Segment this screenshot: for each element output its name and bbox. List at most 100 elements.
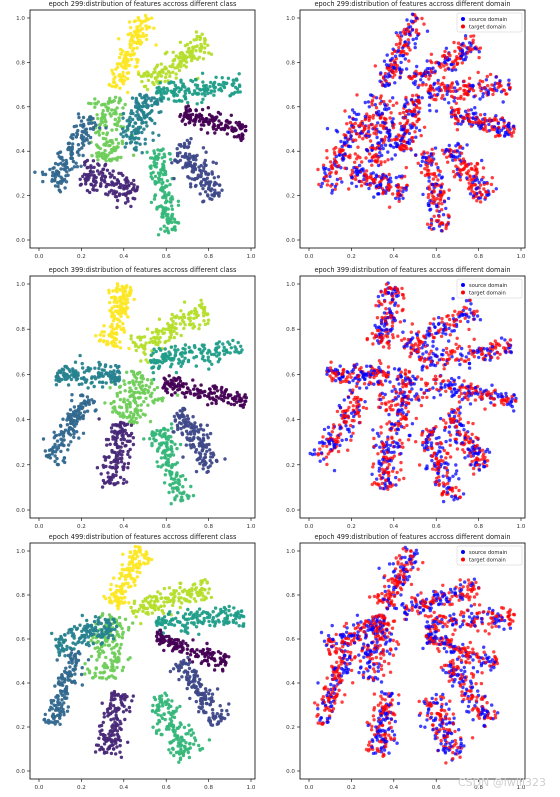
scatter-point [121, 322, 125, 326]
scatter-point [181, 117, 185, 122]
scatter-point [353, 160, 357, 164]
scatter-point [226, 340, 230, 344]
scatter-point [458, 319, 463, 324]
scatter-point [204, 445, 209, 449]
scatter-point [427, 352, 431, 356]
scatter-point [144, 37, 149, 42]
scatter-point [127, 346, 131, 351]
scatter-point [144, 383, 148, 388]
scatter-point [121, 116, 125, 120]
scatter-point [461, 58, 466, 62]
scatter-point [149, 381, 153, 386]
scatter-point [435, 87, 439, 91]
scatter-point [154, 161, 159, 166]
scatter-point [193, 421, 197, 425]
scatter-point [186, 145, 191, 149]
scatter-point [184, 429, 189, 433]
scatter-point [133, 148, 138, 152]
scatter-point [43, 172, 48, 177]
scatter-point [478, 79, 482, 83]
scatter-point [396, 191, 401, 195]
scatter-point [112, 400, 116, 404]
scatter-point [214, 350, 219, 354]
scatter-point [191, 378, 195, 382]
scatter-point [482, 180, 486, 185]
scatter-point [431, 177, 436, 181]
scatter-point [121, 111, 126, 116]
y-tick-label: 0.2 [16, 463, 25, 469]
scatter-point [404, 95, 408, 100]
scatter-point [142, 350, 146, 355]
scatter-point [173, 348, 177, 352]
scatter-point [68, 427, 72, 431]
scatter-point [87, 402, 92, 406]
scatter-point [326, 179, 330, 183]
scatter-point [402, 345, 406, 349]
scatter-point [472, 95, 476, 99]
scatter-point [184, 152, 188, 156]
scatter-point [218, 112, 223, 116]
scatter-point [162, 86, 166, 90]
scatter-point [130, 130, 134, 135]
scatter-point [495, 127, 499, 131]
scatter-point [416, 85, 420, 90]
scatter-point [195, 313, 199, 317]
scatter-point [455, 346, 460, 351]
scatter-point [184, 107, 188, 111]
scatter-point [478, 97, 482, 101]
scatter-point [451, 60, 455, 64]
scatter-point [426, 70, 430, 75]
scatter-point [174, 99, 179, 104]
scatter-point [115, 369, 120, 374]
y-tick-label: 0.2 [16, 194, 25, 200]
scatter-point [465, 113, 469, 117]
scatter-point [404, 67, 409, 71]
scatter-point [108, 96, 112, 101]
scatter-point [200, 107, 205, 112]
scatter-point [397, 174, 402, 179]
scatter-point [174, 326, 178, 331]
scatter-point [95, 188, 99, 192]
scatter-point [145, 74, 149, 78]
scatter-point [475, 309, 479, 313]
scatter-point [138, 93, 142, 98]
scatter-point [206, 358, 210, 362]
scatter-point [155, 428, 159, 433]
scatter-point [467, 327, 471, 332]
scatter-point [398, 53, 402, 58]
scatter-point [160, 212, 164, 216]
scatter-point [439, 176, 444, 180]
scatter-point [84, 182, 88, 186]
scatter-point [97, 133, 102, 137]
scatter-point [422, 125, 427, 129]
scatter-point [131, 379, 135, 383]
scatter-point [428, 199, 432, 203]
scatter-point [402, 127, 406, 131]
scatter-point [199, 383, 203, 387]
scatter-point [428, 108, 432, 113]
scatter-point [56, 151, 60, 156]
scatter-point [143, 142, 147, 146]
scatter-point [497, 130, 501, 135]
scatter-point [118, 340, 122, 344]
scatter-point [183, 343, 188, 347]
scatter-point [443, 86, 448, 90]
scatter-point [115, 394, 120, 398]
scatter-point [92, 188, 96, 192]
scatter-point [116, 284, 120, 288]
scatter-point [91, 116, 95, 121]
scatter-point [434, 331, 438, 336]
scatter-point [212, 176, 216, 180]
scatter-point [404, 165, 408, 170]
scatter-point [179, 333, 183, 338]
scatter-point [459, 122, 463, 126]
scatter-point [203, 358, 207, 363]
scatter-point [59, 443, 63, 447]
scatter-point [473, 178, 477, 183]
scatter-point [123, 186, 127, 190]
scatter-point [71, 410, 76, 414]
scatter-point [478, 113, 483, 117]
scatter-point [375, 135, 379, 140]
scatter-point [208, 464, 212, 468]
scatter-point [405, 27, 409, 31]
